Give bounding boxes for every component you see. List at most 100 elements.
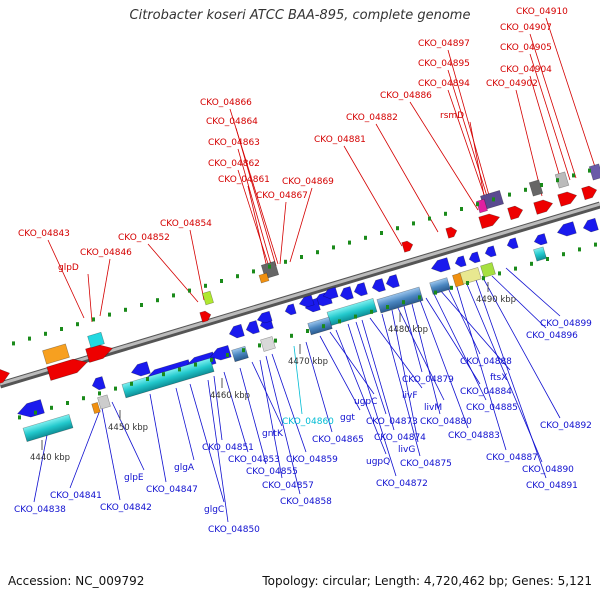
reverse-gene-row2-5 <box>322 286 339 300</box>
operon-block-green <box>480 262 496 278</box>
dot-bottom <box>274 338 277 343</box>
top-gene-label: CKO_04881 <box>314 135 366 145</box>
dot-bottom <box>546 257 549 261</box>
dot-top <box>524 187 527 192</box>
map-title: Citrobacter koseri ATCC BAA-895, complet… <box>129 8 471 23</box>
top-gene-label: CKO_04897 <box>418 39 470 49</box>
dot-top <box>172 293 175 298</box>
top-leader-line <box>87 273 93 323</box>
reverse-gene-row2-3 <box>256 310 273 324</box>
top-leader-line <box>147 243 199 303</box>
operon-block-orange <box>452 272 464 288</box>
dot-top <box>76 322 79 327</box>
scale-tick-label: 4440 kbp <box>30 453 70 463</box>
dot-bottom <box>242 348 245 353</box>
top-leader-line <box>99 258 111 317</box>
bottom-gene-label: CKO_04879 <box>402 375 454 385</box>
top-leader-line <box>409 101 479 211</box>
dot-bottom <box>18 415 21 420</box>
reverse-gene-10 <box>385 274 400 289</box>
forward-gene-5 <box>445 226 458 239</box>
lime-gene <box>202 290 214 306</box>
bottom-leader-line <box>293 345 303 415</box>
reverse-gene-16 <box>533 233 548 246</box>
bottom-gene-label: gntK <box>262 429 284 439</box>
top-gene-label: CKO_04863 <box>208 138 260 148</box>
dot-top <box>476 202 479 207</box>
bottom-gene-label: CKO_04872 <box>376 479 428 489</box>
bottom-gene-label: CKO_04885 <box>466 403 518 413</box>
top-gene-label: glpD <box>58 263 79 273</box>
reverse-gene-2 <box>130 361 151 377</box>
dot-bottom <box>258 343 261 348</box>
dot-bottom <box>162 372 165 377</box>
bottom-gene-label: CKO_04857 <box>262 481 314 491</box>
bottom-leader-line <box>455 283 507 451</box>
dot-bottom <box>466 281 469 285</box>
top-gene-label: CKO_04854 <box>160 219 212 229</box>
dot-top <box>236 274 239 279</box>
top-leader-line <box>529 33 577 179</box>
dot-top <box>156 298 159 303</box>
highlighted-gene-label: CKO_04860 <box>282 417 334 427</box>
bottom-gene-label: CKO_04874 <box>374 433 426 443</box>
bottom-gene-label: CKO_04873 <box>366 417 418 427</box>
bottom-leader-line <box>439 289 511 371</box>
bottom-gene-label: CKO_04884 <box>460 387 512 397</box>
dot-bottom <box>354 314 357 319</box>
dot-bottom <box>370 309 373 314</box>
bottom-leader-line <box>481 275 561 419</box>
dot-top <box>188 288 191 293</box>
top-leader-line <box>247 185 269 273</box>
bottom-gene-label: livM <box>424 403 442 413</box>
magenta-gene <box>476 198 488 214</box>
bottom-leader-line <box>335 329 387 455</box>
bottom-gene-label: CKO_04865 <box>312 435 364 445</box>
scale-tick-label: 4460 kbp <box>210 391 250 401</box>
dot-bottom <box>322 324 325 329</box>
bottom-gene-label: glgA <box>174 463 195 473</box>
bottom-leader-line <box>111 401 145 471</box>
bottom-leader-line <box>319 335 361 411</box>
dot-top <box>412 221 415 226</box>
dot-bottom <box>66 401 69 405</box>
top-gene-label: CKO_04910 <box>516 7 568 17</box>
bottom-leader-line <box>347 323 397 477</box>
top-leader-line <box>447 69 491 207</box>
scale-tick-label: 4490 kbp <box>476 295 516 305</box>
dot-top <box>252 269 255 274</box>
reverse-gene-0 <box>16 399 45 418</box>
operon-block-blue-a <box>376 286 424 314</box>
reverse-gene-3 <box>228 323 245 339</box>
dot-bottom <box>450 285 453 290</box>
bottom-gene-label: livG <box>398 445 415 455</box>
accession-text: Accession: NC_009792 <box>8 574 145 588</box>
top-gene-label: CKO_04904 <box>500 65 552 75</box>
top-gene-label: CKO_04907 <box>500 23 552 33</box>
forward-gene-0 <box>0 368 11 386</box>
bottom-leader-line <box>69 409 101 489</box>
bottom-leader-line <box>189 383 225 503</box>
top-leader-line <box>515 89 543 197</box>
bottom-leader-line <box>391 309 419 443</box>
top-gene-label: CKO_04905 <box>500 43 552 53</box>
gray-gene-b <box>528 179 544 197</box>
top-gene-label: CKO_04882 <box>346 113 398 123</box>
bottom-leader-line <box>419 299 469 429</box>
bottom-leader-line <box>265 355 301 495</box>
dot-bottom <box>178 367 181 372</box>
reverse-gene-row2-4 <box>298 294 315 308</box>
bottom-gene-label: CKO_04899 <box>540 319 592 329</box>
bottom-gene-label: CKO_04855 <box>246 467 298 477</box>
operon-block-blue-c <box>231 345 249 363</box>
top-leader-line <box>189 229 205 301</box>
dot-top <box>92 317 95 322</box>
bottom-gene-label: CKO_04858 <box>280 497 332 507</box>
dot-top <box>428 216 431 221</box>
bottom-leader-line <box>305 341 333 433</box>
bottom-leader-line <box>251 361 283 427</box>
bottom-leader-line <box>271 353 307 453</box>
bottom-gene-label: CKO_04896 <box>526 331 578 341</box>
forward-gene-9 <box>557 191 578 207</box>
